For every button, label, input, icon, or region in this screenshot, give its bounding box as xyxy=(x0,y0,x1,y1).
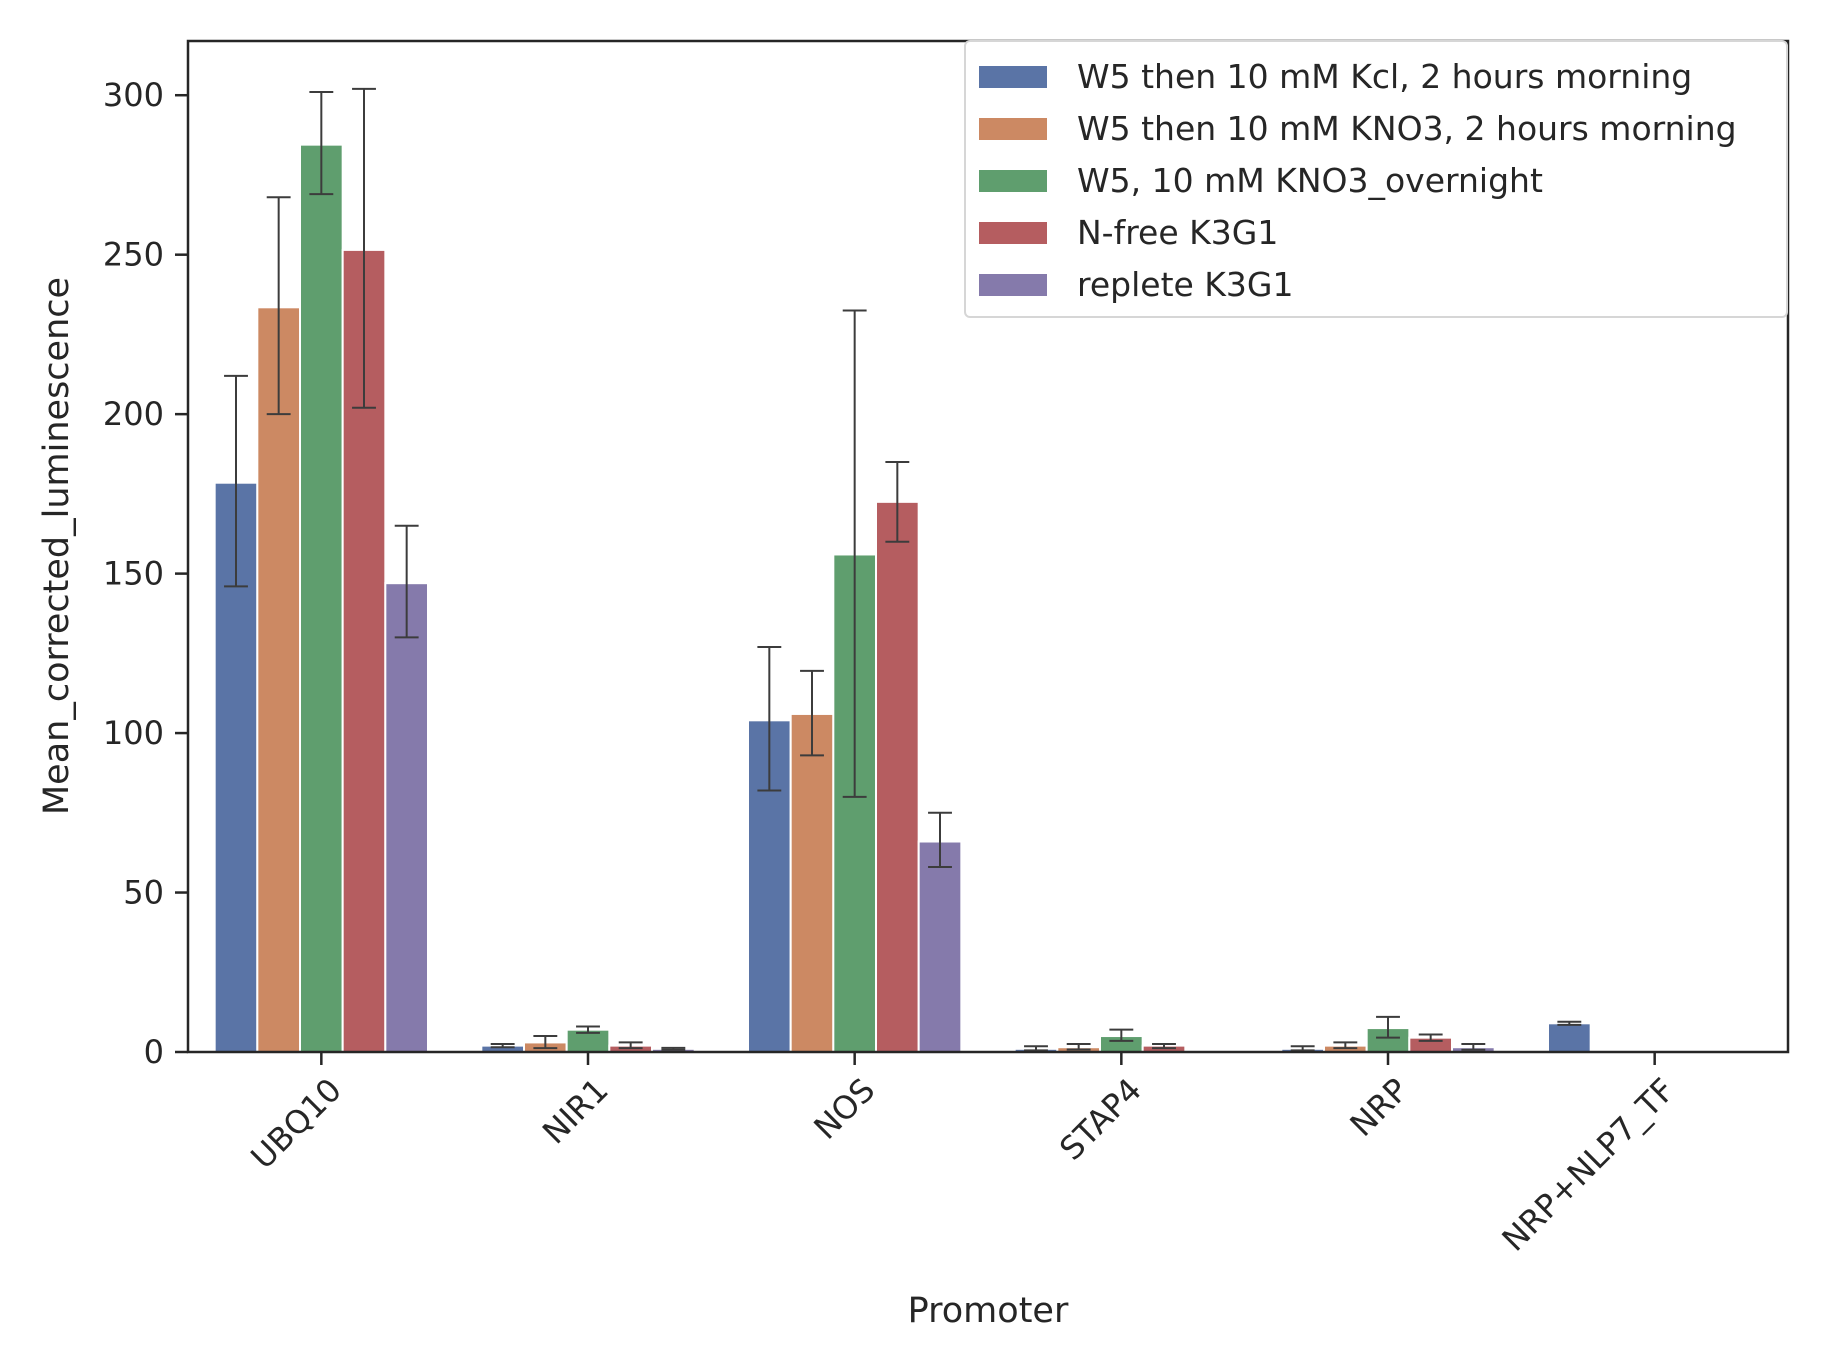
error-bar-STAP4-series-2 xyxy=(1109,1028,1134,1042)
y-tick-label-100: 100 xyxy=(103,714,164,752)
bar-UBQ10-series-2 xyxy=(299,143,344,1053)
y-tick-label-0: 0 xyxy=(144,1033,164,1071)
legend-item-2: W5, 10 mM KNO3_overnight xyxy=(979,161,1543,200)
error-bar-NRP-series-0 xyxy=(1290,1045,1315,1052)
error-bar-NIR1-series-4 xyxy=(661,1046,686,1051)
error-bar-NIR1-series-3 xyxy=(618,1041,643,1050)
bar-NOS-series-3 xyxy=(875,500,920,1054)
x-tick-label-NIR1: NIR1 xyxy=(535,1071,616,1152)
error-bar-NRP+NLP7_TF-series-0 xyxy=(1557,1020,1582,1026)
x-tick-label-NRP: NRP xyxy=(1342,1071,1415,1144)
legend-item-4: replete K3G1 xyxy=(979,265,1294,304)
error-bar-STAP4-series-3 xyxy=(1152,1043,1176,1050)
y-tick-label-300: 300 xyxy=(103,76,164,114)
legend-swatch xyxy=(979,170,1047,192)
legend-swatch xyxy=(979,274,1047,296)
error-bar-STAP4-series-1 xyxy=(1066,1043,1091,1051)
legend: W5 then 10 mM Kcl, 2 hours morning W5 the… xyxy=(964,40,1788,318)
y-tick-label-150: 150 xyxy=(103,555,164,593)
legend-swatch xyxy=(979,222,1047,244)
legend-frame xyxy=(964,40,1788,318)
x-tick-label-NRP+NLP7_TF: NRP+NLP7_TF xyxy=(1494,1071,1682,1259)
error-bars-layer xyxy=(224,87,1582,1052)
legend-label: W5, 10 mM KNO3_overnight xyxy=(1077,161,1543,200)
error-bar-NRP-series-3 xyxy=(1418,1033,1443,1042)
error-bar-NRP-series-2 xyxy=(1376,1015,1400,1039)
legend-item-3: N-free K3G1 xyxy=(979,213,1278,252)
error-bar-NOS-series-1 xyxy=(800,669,824,757)
error-bar-NRP-series-4 xyxy=(1461,1043,1486,1051)
error-bar-NIR1-series-0 xyxy=(490,1043,515,1049)
bar-NRP+NLP7_TF-series-0 xyxy=(1547,1022,1592,1053)
legend-label: replete K3G1 xyxy=(1077,265,1294,304)
error-bar-NOS-series-3 xyxy=(885,460,910,543)
legend-swatch xyxy=(979,118,1047,140)
error-bar-UBQ10-series-3 xyxy=(352,87,376,409)
error-bar-NOS-series-4 xyxy=(928,811,952,869)
x-tick-label-NOS: NOS xyxy=(806,1071,882,1147)
y-axis: 0 50 100 150 200 250 300 xyxy=(103,76,188,1071)
error-bar-NIR1-series-1 xyxy=(533,1035,558,1050)
legend-label: W5 then 10 mM Kcl, 2 hours morning xyxy=(1077,57,1692,96)
bar-NOS-series-4 xyxy=(917,840,963,1054)
error-bar-UBQ10-series-0 xyxy=(224,374,248,588)
error-bar-UBQ10-series-1 xyxy=(266,196,291,416)
error-bar-UBQ10-series-4 xyxy=(394,524,419,639)
legend-item-0: W5 then 10 mM Kcl, 2 hours morning xyxy=(979,57,1692,96)
bar-UBQ10-series-1 xyxy=(256,306,301,1053)
error-bar-NRP-series-1 xyxy=(1333,1041,1358,1050)
error-bar-UBQ10-series-2 xyxy=(309,91,334,196)
legend-label: N-free K3G1 xyxy=(1077,213,1278,252)
y-tick-label-250: 250 xyxy=(103,236,164,274)
x-axis-title: Promoter xyxy=(908,1291,1069,1331)
bar-NOS-series-1 xyxy=(789,712,835,1053)
x-tick-label-STAP4: STAP4 xyxy=(1052,1071,1149,1168)
y-axis-title: Mean_corrected_luminescence xyxy=(37,277,77,815)
bar-UBQ10-series-4 xyxy=(384,582,429,1053)
legend-swatch xyxy=(979,66,1047,88)
x-axis: UBQ10 NIR1 NOS STAP4 NRP NRP+NLP7_TF xyxy=(243,1052,1682,1259)
legend-item-1: W5 then 10 mM KNO3, 2 hours morning xyxy=(979,109,1737,148)
error-bar-NOS-series-2 xyxy=(842,309,867,798)
error-bar-STAP4-series-0 xyxy=(1024,1045,1048,1052)
y-tick-label-200: 200 xyxy=(103,395,164,433)
y-tick-label-50: 50 xyxy=(123,874,164,912)
legend-label: W5 then 10 mM KNO3, 2 hours morning xyxy=(1077,109,1737,148)
error-bar-NOS-series-0 xyxy=(757,645,782,792)
x-tick-label-UBQ10: UBQ10 xyxy=(243,1071,349,1177)
error-bar-NIR1-series-2 xyxy=(576,1025,600,1034)
